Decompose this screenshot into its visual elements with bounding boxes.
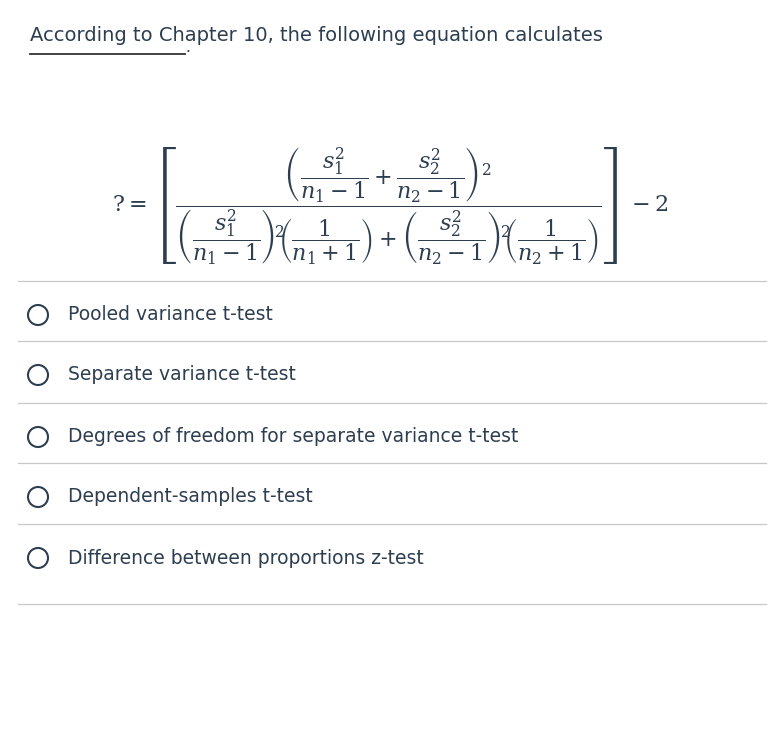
Text: Difference between proportions z-test: Difference between proportions z-test <box>68 548 423 567</box>
Text: Separate variance t-test: Separate variance t-test <box>68 366 296 384</box>
Text: .: . <box>185 40 190 55</box>
Text: Degrees of freedom for separate variance t-test: Degrees of freedom for separate variance… <box>68 428 518 447</box>
Text: $? = \left[\dfrac{\left(\dfrac{s_1^2}{n_1-1}+\dfrac{s_2^2}{n_2-1}\right)^2}{\lef: $? = \left[\dfrac{\left(\dfrac{s_1^2}{n_… <box>112 146 668 266</box>
Text: According to Chapter 10, the following equation calculates: According to Chapter 10, the following e… <box>30 26 603 45</box>
Text: Pooled variance t-test: Pooled variance t-test <box>68 305 273 325</box>
Text: Dependent-samples t-test: Dependent-samples t-test <box>68 487 313 506</box>
